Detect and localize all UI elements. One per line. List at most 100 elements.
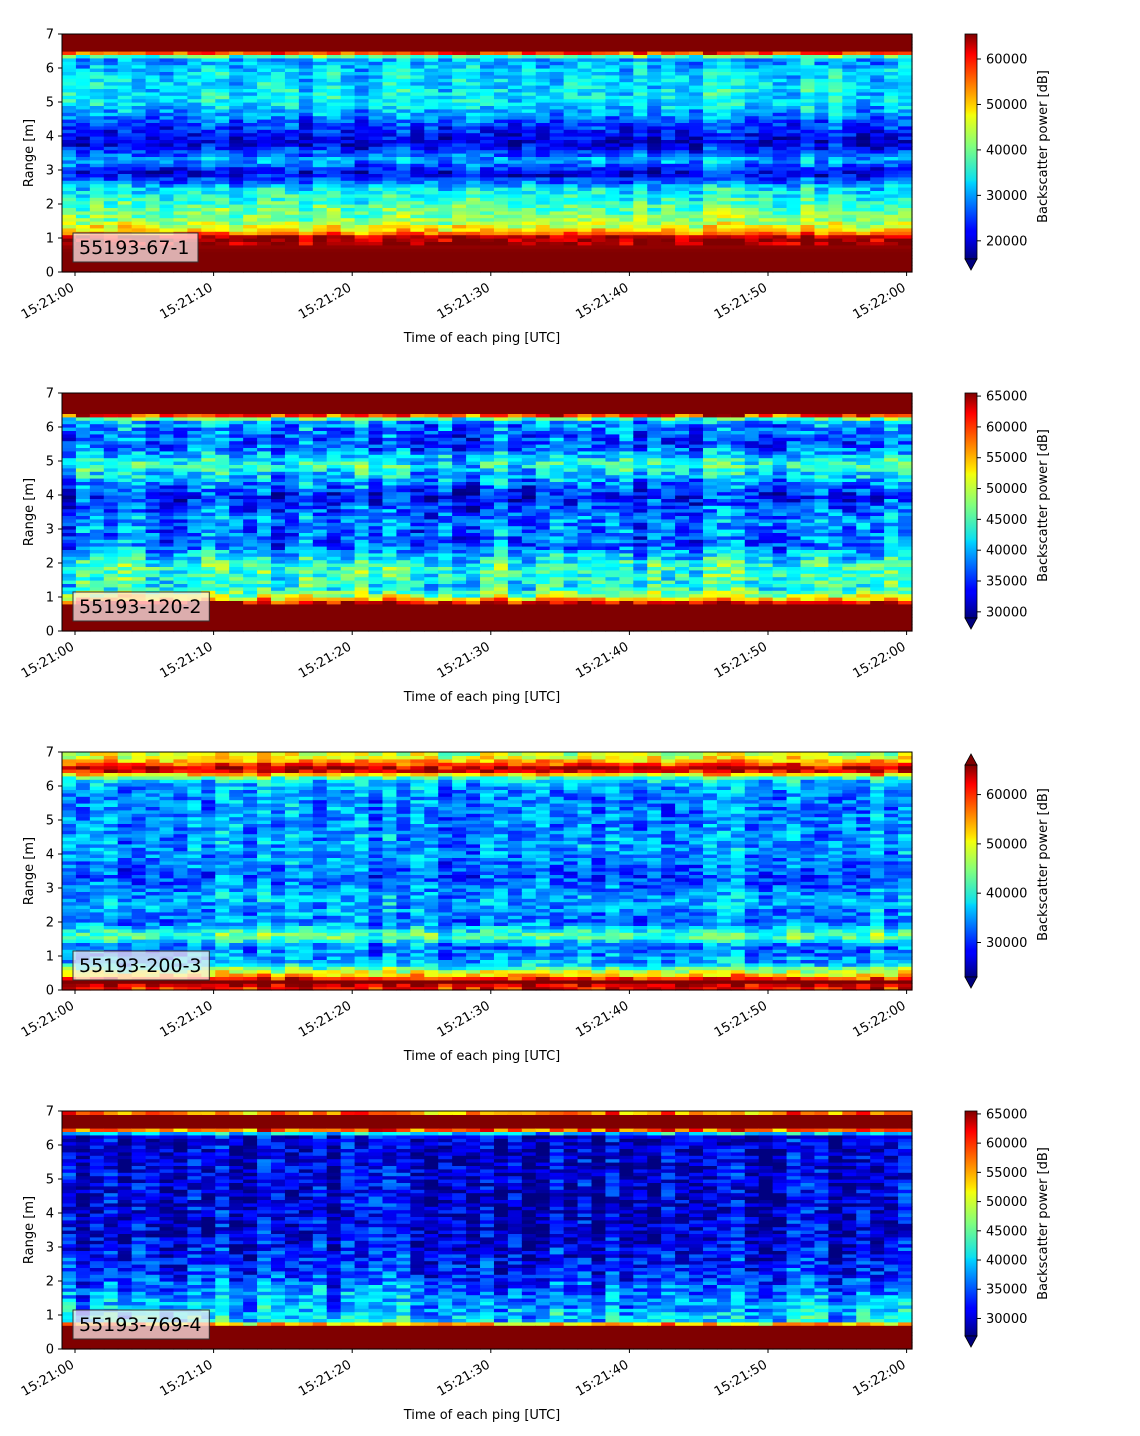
heatmap-cell <box>257 234 272 239</box>
heatmap-cell <box>493 234 509 239</box>
heatmap-cell <box>438 187 453 191</box>
heatmap-cell <box>312 102 328 106</box>
heatmap-cell <box>466 64 481 69</box>
heatmap-cell <box>103 129 119 134</box>
heatmap-cell <box>424 265 439 270</box>
heatmap-cell <box>326 122 342 127</box>
heatmap-cell <box>549 156 565 161</box>
heatmap-cell <box>619 112 634 117</box>
heatmap-cell <box>103 268 119 273</box>
heatmap-cell <box>577 200 593 205</box>
heatmap-cell <box>438 224 453 229</box>
heatmap-cell <box>312 204 328 208</box>
heatmap-cell <box>480 183 495 188</box>
heatmap-cell <box>257 180 272 185</box>
heatmap-cell <box>187 200 202 205</box>
heatmap-cell <box>326 183 342 188</box>
heatmap-cell <box>535 173 551 178</box>
heatmap-cell <box>410 200 425 205</box>
heatmap-cell <box>396 68 411 72</box>
heatmap-cell <box>591 37 607 42</box>
heatmap-cell <box>131 193 147 198</box>
heatmap-cell <box>521 204 537 208</box>
heatmap-cell <box>215 115 230 120</box>
heatmap-cell <box>89 149 105 154</box>
heatmap-cell <box>424 163 439 168</box>
heatmap-cell <box>605 261 620 266</box>
heatmap-cell <box>312 125 328 130</box>
heatmap-cell <box>772 200 788 205</box>
heatmap-cell <box>187 105 202 110</box>
heatmap-cell <box>744 217 760 222</box>
heatmap-cell <box>493 112 509 117</box>
heatmap-cell <box>382 261 398 266</box>
heatmap-cell <box>284 187 300 191</box>
heatmap-cell <box>201 74 216 79</box>
heatmap-cell <box>410 57 425 62</box>
heatmap-cell <box>563 193 579 198</box>
heatmap-cell <box>786 244 802 249</box>
heatmap-cell <box>410 102 425 106</box>
heatmap-cell <box>521 51 537 55</box>
heatmap-cell <box>368 85 384 89</box>
heatmap-cell <box>187 37 202 42</box>
heatmap-cell <box>466 173 481 178</box>
heatmap-cell <box>89 146 105 151</box>
heatmap-cell <box>521 251 537 256</box>
heatmap-cell <box>521 238 537 242</box>
heatmap-cell <box>396 268 411 273</box>
heatmap-cell <box>187 125 202 130</box>
heatmap-cell <box>89 217 105 222</box>
heatmap-cell <box>117 153 133 157</box>
heatmap-cell <box>326 221 342 225</box>
heatmap-cell <box>368 193 384 198</box>
heatmap-cell <box>493 197 509 202</box>
heatmap-cell <box>884 265 899 270</box>
heatmap-cell <box>117 393 133 397</box>
heatmap-cell <box>730 183 746 188</box>
heatmap-cell <box>605 248 620 253</box>
heatmap-cell <box>229 122 244 127</box>
heatmap-cell <box>159 95 175 100</box>
heatmap-cell <box>577 74 593 79</box>
heatmap-cell <box>619 102 634 106</box>
heatmap-cell <box>605 61 620 66</box>
heatmap-cell <box>452 187 467 191</box>
heatmap-cell <box>856 176 871 181</box>
heatmap-cell <box>605 34 620 38</box>
heatmap-cell <box>521 40 537 45</box>
heatmap-cell <box>243 129 258 134</box>
heatmap-cell <box>619 268 634 273</box>
heatmap-cell <box>298 214 314 219</box>
heatmap-cell <box>340 241 356 246</box>
heatmap-cell <box>257 166 272 171</box>
heatmap-cell <box>480 105 495 110</box>
heatmap-cell <box>368 68 384 72</box>
heatmap-cell <box>466 221 481 225</box>
heatmap-cell <box>243 159 258 164</box>
heatmap-cell <box>577 183 593 188</box>
heatmap-cell <box>215 142 230 147</box>
heatmap-cell <box>549 197 565 202</box>
heatmap-cell <box>229 146 244 151</box>
heatmap-cell <box>187 207 202 212</box>
heatmap-cell <box>577 244 593 249</box>
heatmap-cell <box>675 166 690 171</box>
heatmap-cell <box>507 85 523 89</box>
heatmap-cell <box>229 200 244 205</box>
heatmap-cell <box>368 71 384 76</box>
colorbar-tick-label: 50000 <box>986 98 1027 113</box>
heatmap-cell <box>786 34 802 38</box>
heatmap-cell <box>633 227 648 232</box>
heatmap-cell <box>62 248 77 253</box>
heatmap-cell <box>702 176 718 181</box>
heatmap-cell <box>577 221 593 225</box>
heatmap-cell <box>312 91 328 96</box>
heatmap-cell <box>243 47 258 52</box>
heatmap-cell <box>563 112 579 117</box>
heatmap-cell <box>396 57 411 62</box>
heatmap-cell <box>814 227 829 232</box>
heatmap-cell <box>800 210 816 215</box>
heatmap-cell <box>521 34 537 38</box>
heatmap-cell <box>591 125 607 130</box>
